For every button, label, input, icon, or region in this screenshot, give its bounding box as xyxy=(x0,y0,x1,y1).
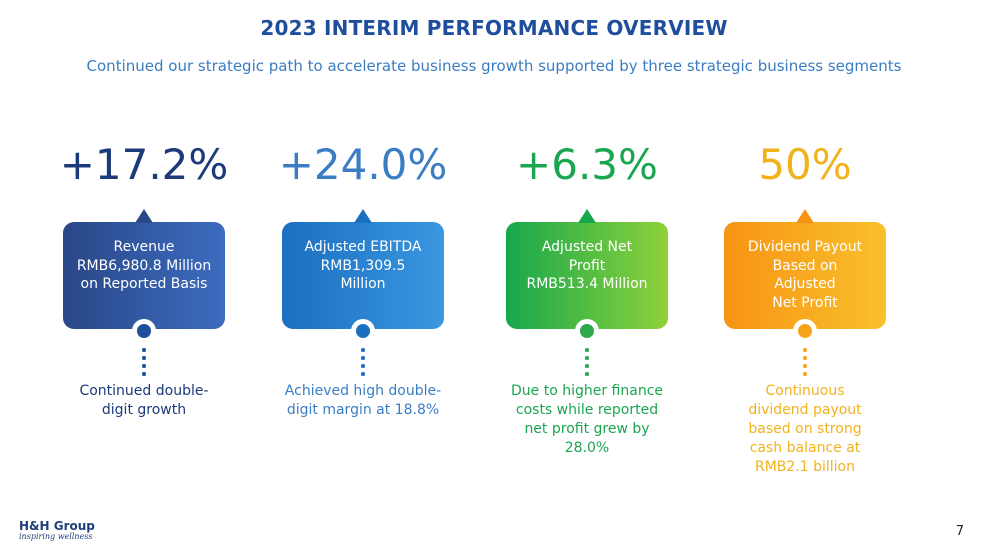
connector-dot-small xyxy=(361,372,365,376)
metric-value: +24.0% xyxy=(278,140,448,189)
metric-note-line: Achieved high double- xyxy=(284,383,442,399)
metric-label-line: on Reported Basis xyxy=(80,276,208,292)
metric-callout-box: Adjusted Net Profit RMB513.4 Million xyxy=(506,209,668,329)
metric-note-line: dividend payout xyxy=(748,402,862,418)
metric-note: Achieved high double-digit margin at 18.… xyxy=(273,382,453,420)
metric-label-line: RMB513.4 Million xyxy=(526,276,648,292)
connector-dot-small xyxy=(585,356,589,360)
connector-dot-small xyxy=(142,348,146,352)
metric-label-line: RMB6,980.8 Million xyxy=(76,257,212,274)
connector-dot-small xyxy=(803,364,807,368)
metric-note-line: Due to higher finance xyxy=(510,383,664,399)
callout-pointer xyxy=(135,209,153,223)
dotted-connector xyxy=(361,348,365,380)
metric-value: +6.3% xyxy=(516,140,658,189)
connector-dot-small xyxy=(585,348,589,352)
connector-dot xyxy=(580,324,594,338)
page-title: 2023 INTERIM PERFORMANCE OVERVIEW xyxy=(260,16,728,40)
connector-dot xyxy=(137,324,151,338)
metric-label-line: Adjusted xyxy=(774,276,836,292)
metric-note-line: RMB2.1 billion xyxy=(754,459,855,475)
metric-column-dividend: 50% Dividend Payout Based on Adjusted Net Pr… xyxy=(705,0,905,554)
metric-label-line: Adjusted EBITDA xyxy=(304,239,422,255)
metric-column-ebitda: +24.0% Adjusted EBITDA RMB1,309.5 Million Ac… xyxy=(263,0,463,554)
metric-value: 50% xyxy=(758,140,852,189)
metric-note-line: based on strong xyxy=(748,421,862,437)
page-number: 7 xyxy=(955,524,964,539)
metric-note-line: digit growth xyxy=(101,402,187,418)
metric-callout-box: Revenue RMB6,980.8 Million on Reported Bas… xyxy=(63,209,225,329)
metric-label-line: Net Profit xyxy=(772,294,838,311)
logo-tagline: inspiring wellness xyxy=(19,532,93,541)
connector-node xyxy=(793,319,817,343)
metric-label-line: RMB1,309.5 xyxy=(320,257,406,274)
metric-label-line: Profit xyxy=(568,257,606,274)
metric-note-line: digit margin at 18.8% xyxy=(286,402,440,418)
connector-dot-small xyxy=(585,372,589,376)
metric-note-line: costs while reported xyxy=(515,402,659,418)
connector-dot-small xyxy=(142,364,146,368)
metric-callout-box: Dividend Payout Based on Adjusted Net Profi… xyxy=(724,209,886,329)
metric-note-line: cash balance at xyxy=(749,440,861,456)
metric-note-line: Continued double- xyxy=(79,383,209,399)
connector-dot xyxy=(356,324,370,338)
callout-pointer xyxy=(578,209,596,223)
metric-note-line: 28.0% xyxy=(564,440,610,456)
connector-dot-small xyxy=(361,364,365,368)
connector-dot-small xyxy=(585,364,589,368)
connector-dot xyxy=(798,324,812,338)
callout-pointer xyxy=(354,209,372,223)
connector-node xyxy=(351,319,375,343)
connector-dot-small xyxy=(803,348,807,352)
page-subtitle: Continued our strategic path to accelera… xyxy=(86,57,902,75)
connector-dot-small xyxy=(361,356,365,360)
metric-label-line: Revenue xyxy=(113,239,175,255)
connector-node xyxy=(132,319,156,343)
callout-pointer xyxy=(796,209,814,223)
connector-dot-small xyxy=(803,356,807,360)
metric-note-line: net profit grew by xyxy=(524,421,650,437)
dotted-connector xyxy=(142,348,146,380)
metric-column-revenue: +17.2% Revenue RMB6,980.8 Million on Report… xyxy=(44,0,244,554)
metric-label-line: Dividend Payout xyxy=(747,239,863,255)
connector-dot-small xyxy=(361,348,365,352)
metric-label-line: Million xyxy=(340,276,386,292)
connector-dot-small xyxy=(142,372,146,376)
metric-note: Due to higher finance costs while reporte… xyxy=(497,382,677,458)
logo-name: H&H Group xyxy=(19,519,95,533)
dotted-connector xyxy=(803,348,807,380)
metric-column-net-profit: +6.3% Adjusted Net Profit RMB513.4 Million D… xyxy=(487,0,687,554)
metric-note-line: Continuous xyxy=(765,383,845,399)
metric-label-line: Adjusted Net xyxy=(541,239,633,255)
metric-note: Continuous dividend payout based on strong… xyxy=(715,382,895,477)
connector-node xyxy=(575,319,599,343)
connector-dot-small xyxy=(803,372,807,376)
metric-note: Continued double-digit growth xyxy=(54,382,234,420)
company-logo: H&H Group inspiring wellness xyxy=(19,520,95,542)
connector-dot-small xyxy=(142,356,146,360)
dotted-connector xyxy=(585,348,589,380)
metric-label-line: Based on xyxy=(772,257,838,274)
metric-value: +17.2% xyxy=(59,140,229,189)
metric-callout-box: Adjusted EBITDA RMB1,309.5 Million xyxy=(282,209,444,329)
